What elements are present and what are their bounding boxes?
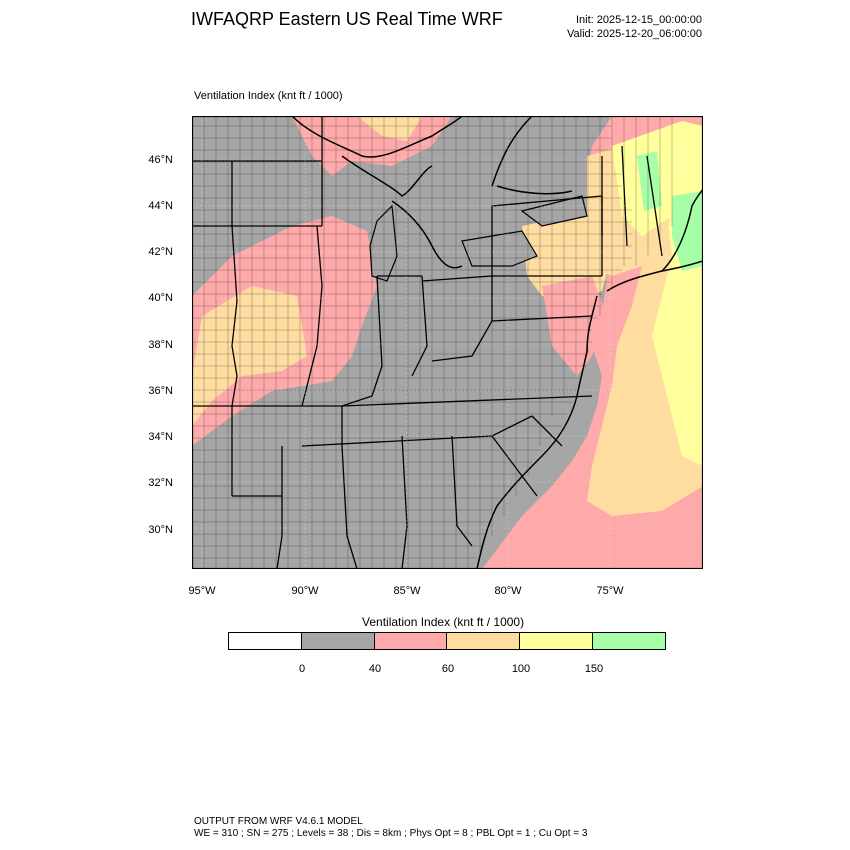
lon-label-90: 90°W [291,585,319,597]
lon-label-75: 75°W [596,585,624,597]
lon-label-85: 85°W [393,585,421,597]
colorbar-tick-60: 60 [441,663,455,675]
init-time: Init: 2025-12-15_00:00:00 [576,14,702,26]
map-frame [192,116,703,569]
lake-erie [461,230,538,267]
colorbar-tick-150: 150 [584,663,604,675]
colorbar [228,632,666,650]
lon-label-95: 95°W [188,585,216,597]
model-info-footer: OUTPUT FROM WRF V4.6.1 MODEL WE = 310 ; … [194,816,587,840]
lat-label-44: 44°N [148,200,173,212]
model-version: OUTPUT FROM WRF V4.6.1 MODEL [194,816,363,827]
map-panel [192,116,703,569]
coastlines [291,116,703,569]
fill-ne-green-2 [637,151,662,211]
colorbar-tick-100: 100 [511,663,531,675]
init-valid-times: Init: 2025-12-15_00:00:00 Valid: 2025-12… [567,13,702,41]
colorbar-cell-green [593,633,665,649]
lat-label-32: 32°N [148,477,173,489]
fill-mid-atlantic-pink [542,276,607,376]
colorbar-cell-gray [301,633,375,649]
plot-title: IWFAQRP Eastern US Real Time WRF [191,9,503,29]
lat-label-36: 36°N [148,385,173,397]
fill-superior-tan [357,116,422,141]
colorbar-title: Ventilation Index (knt ft / 1000) [362,615,525,629]
field-label: Ventilation Index (knt ft / 1000) [194,90,343,102]
lat-label-40: 40°N [148,292,173,304]
fill-missouri-tan [192,286,307,426]
ventilation-index-map [192,116,703,569]
colorbar-cell-pink [374,633,448,649]
lat-label-42: 42°N [148,246,173,258]
lon-label-80: 80°W [494,585,522,597]
colorbar-cell-white [229,633,302,649]
colorbar-tick-40: 40 [368,663,382,675]
lat-label-34: 34°N [148,431,173,443]
lat-label-46: 46°N [148,154,173,166]
colorbar-cell-tan [447,633,521,649]
lat-label-38: 38°N [148,339,173,351]
state-borders [192,116,663,569]
valid-time: Valid: 2025-12-20_06:00:00 [567,28,702,40]
lat-label-30: 30°N [148,524,173,536]
colorbar-tick-0: 0 [298,663,306,675]
colorbar-cell-yellow [520,633,594,649]
lake-ontario [520,195,588,227]
model-config: WE = 310 ; SN = 275 ; Levels = 38 ; Dis … [194,828,588,839]
fill-ne-green [672,191,703,271]
